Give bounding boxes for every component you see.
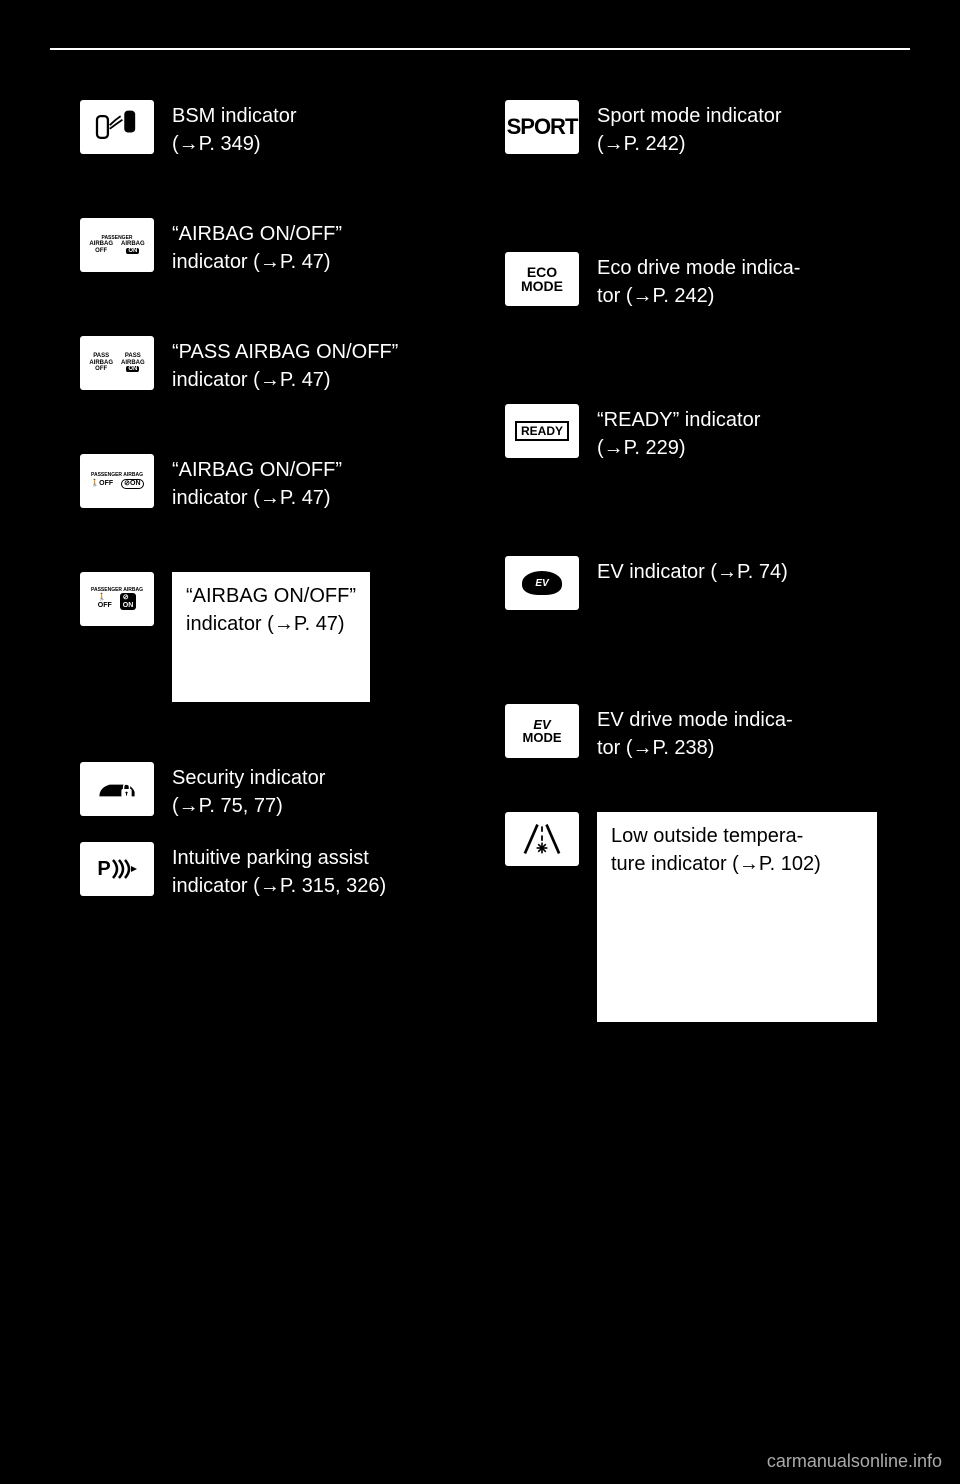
left-row-ab1: PASSENGER AIRBAGOFF AIRBAGON “AIRBAG ON/… bbox=[80, 218, 475, 276]
ics-icon: P bbox=[80, 842, 154, 896]
right-row-sport: SPORT Sport mode indicator(→P. 242) bbox=[505, 100, 900, 158]
eco-label: Eco drive mode indica-tor (→P. 242) bbox=[597, 252, 800, 310]
sec-label: Security indicator(→P. 75, 77) bbox=[172, 762, 325, 820]
left-row-ics: P Intuitive parking assistindicator (→P.… bbox=[80, 842, 475, 900]
ab2-icon: PASSAIRBAGOFF PASSAIRBAGON bbox=[80, 336, 154, 390]
ready-icon: READY bbox=[505, 404, 579, 458]
ready-label: “READY” indicator(→P. 229) bbox=[597, 404, 760, 462]
eco-icon: ECOMODE bbox=[505, 252, 579, 306]
evind-label: EV indicator (→P. 74) bbox=[597, 556, 788, 586]
right-row-eco: ECOMODE Eco drive mode indica-tor (→P. 24… bbox=[505, 252, 900, 310]
ab4-icon: PASSENGER AIRBAG 🚶OFF ⊘ON bbox=[80, 572, 154, 626]
ab4-label: “AIRBAG ON/OFF”indicator (→P. 47) bbox=[172, 572, 370, 702]
left-row-ab4: PASSENGER AIRBAG 🚶OFF ⊘ON “AIRBAG ON/OFF… bbox=[80, 572, 475, 702]
right-column: SPORT Sport mode indicator(→P. 242) ECOMOD… bbox=[505, 100, 900, 1044]
sport-label: Sport mode indicator(→P. 242) bbox=[597, 100, 782, 158]
left-row-ab2: PASSAIRBAGOFF PASSAIRBAGON “PASS AIRBAG … bbox=[80, 336, 475, 394]
bsm-icon bbox=[80, 100, 154, 154]
lowtemp-label: Low outside tempera-ture indicator (→P. … bbox=[597, 812, 877, 1022]
evind-icon: EV bbox=[505, 556, 579, 610]
right-row-ready: READY “READY” indicator(→P. 229) bbox=[505, 404, 900, 462]
left-row-ab3: PASSENGER AIRBAG 🚶OFF⊘ON “AIRBAG ON/OFF”… bbox=[80, 454, 475, 512]
right-row-lowtemp: Low outside tempera-ture indicator (→P. … bbox=[505, 812, 900, 1022]
sport-icon: SPORT bbox=[505, 100, 579, 154]
right-row-evind: EV EV indicator (→P. 74) bbox=[505, 556, 900, 610]
page-content: BSM indicator(→P. 349) PASSENGER AIRBAGO… bbox=[80, 100, 900, 1044]
ab3-icon: PASSENGER AIRBAG 🚶OFF⊘ON bbox=[80, 454, 154, 508]
right-row-evmode: EVMODE EV drive mode indica-tor (→P. 238) bbox=[505, 704, 900, 762]
evmode-label: EV drive mode indica-tor (→P. 238) bbox=[597, 704, 793, 762]
left-row-sec: Security indicator(→P. 75, 77) bbox=[80, 762, 475, 820]
left-row-bsm: BSM indicator(→P. 349) bbox=[80, 100, 475, 158]
sec-icon bbox=[80, 762, 154, 816]
left-column: BSM indicator(→P. 349) PASSENGER AIRBAGO… bbox=[80, 100, 475, 1044]
bsm-label: BSM indicator(→P. 349) bbox=[172, 100, 297, 158]
ics-label: Intuitive parking assistindicator (→P. 3… bbox=[172, 842, 386, 900]
lowtemp-icon bbox=[505, 812, 579, 866]
ab1-label: “AIRBAG ON/OFF”indicator (→P. 47) bbox=[172, 218, 342, 276]
ab3-label: “AIRBAG ON/OFF”indicator (→P. 47) bbox=[172, 454, 342, 512]
watermark-text: carmanualsonline.info bbox=[767, 1451, 942, 1472]
ab2-label: “PASS AIRBAG ON/OFF”indicator (→P. 47) bbox=[172, 336, 398, 394]
ab1-icon: PASSENGER AIRBAGOFF AIRBAGON bbox=[80, 218, 154, 272]
evmode-icon: EVMODE bbox=[505, 704, 579, 758]
